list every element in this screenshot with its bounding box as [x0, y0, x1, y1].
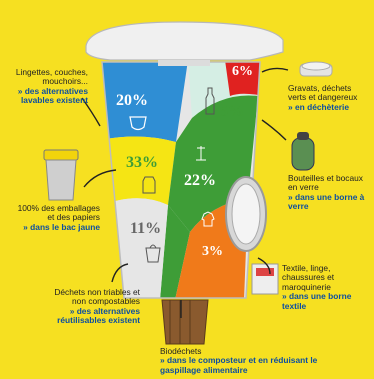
- label-bac-jaune-text: 100% des emballages et des papiers: [17, 203, 100, 223]
- pct-decheterie: 6%: [232, 64, 253, 79]
- label-lingettes-emphasis: des alternatives lavables existent: [10, 86, 88, 106]
- pct-ordures: 11%: [130, 220, 162, 237]
- segment-ordures: [105, 198, 168, 298]
- label-decheterie: Gravats, déchets verts et dangereux en d…: [288, 83, 368, 112]
- pct-biodechets: 22%: [184, 172, 216, 189]
- label-bac-jaune: 100% des emballages et des papiers dans …: [12, 203, 100, 232]
- compost-bin-icon: [161, 299, 209, 345]
- label-biodechets-text: Biodéchets: [160, 346, 202, 356]
- pct-bac-jaune: 33%: [126, 154, 158, 171]
- label-verre-text: Bouteilles et bocaux en verre: [288, 173, 363, 193]
- label-decheterie-emphasis: en déchèterie: [288, 102, 368, 112]
- trash-bin: [85, 21, 284, 299]
- label-lingettes-text: Lingettes, couches, mouchoirs...: [15, 67, 88, 87]
- segment-decheterie: [225, 62, 260, 96]
- pct-lingettes: 20%: [116, 92, 148, 109]
- shirt-icon: [201, 211, 215, 227]
- diaper-icon: [129, 116, 147, 131]
- segment-bac-jaune: [102, 136, 176, 205]
- scale-icon: [196, 146, 206, 161]
- pct-textile: 3%: [202, 244, 223, 259]
- label-decheterie-text: Gravats, déchets verts et dangereux: [288, 83, 358, 103]
- label-non-triables: Déchets non triables et non compostables…: [44, 287, 140, 326]
- yellow-bin-icon: [43, 149, 79, 201]
- glass-container-icon: [291, 132, 315, 171]
- label-biodechets: Biodéchets dans le composteur et en rédu…: [160, 346, 332, 375]
- bottle-icon: [205, 87, 215, 115]
- textile-box-icon: [251, 263, 279, 295]
- label-textile-emphasis: dans une borne textile: [282, 292, 364, 311]
- rubble-icon: [299, 61, 333, 77]
- bag-icon: [145, 244, 161, 263]
- segment-lingettes: [102, 62, 188, 142]
- label-lingettes: Lingettes, couches, mouchoirs... des alt…: [10, 67, 88, 106]
- milk-carton-icon: [142, 176, 156, 194]
- label-non-triables-emphasis: des alternatives réutilisables existent: [44, 306, 140, 326]
- pct-verre: 5%: [220, 103, 244, 120]
- label-non-triables-text: Déchets non triables et non compostables: [54, 287, 140, 307]
- label-textile-text: Textile, linge, chaussures et maroquiner…: [282, 263, 335, 292]
- label-biodechets-emphasis: dans le composteur et en réduisant le ga…: [160, 356, 332, 375]
- label-bac-jaune-emphasis: dans le bac jaune: [12, 222, 100, 232]
- label-verre: Bouteilles et bocaux en verre dans une b…: [288, 173, 366, 212]
- label-verre-emphasis: dans une borne à verre: [288, 192, 366, 212]
- label-textile: Textile, linge, chaussures et maroquiner…: [282, 263, 364, 311]
